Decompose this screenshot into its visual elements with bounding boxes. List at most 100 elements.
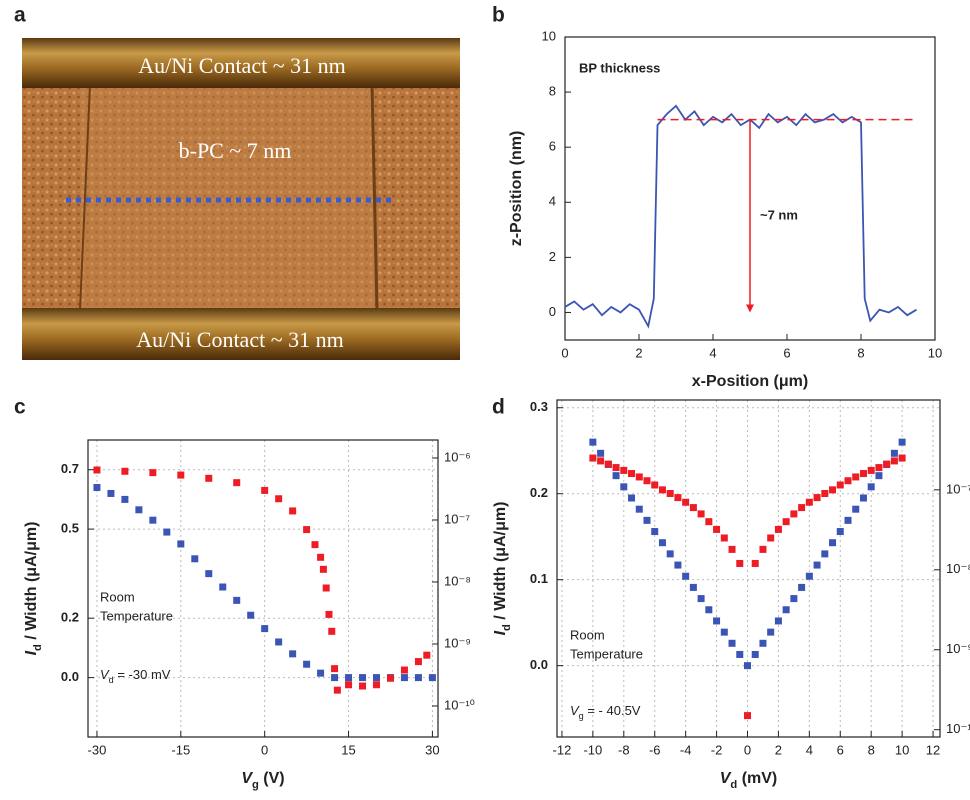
- data-point: [759, 545, 767, 553]
- subscript: g: [579, 711, 584, 721]
- x-tick-label: 0: [744, 742, 751, 757]
- annotation: Vd = -30 mV: [100, 667, 171, 685]
- data-point: [423, 651, 431, 659]
- data-point: [658, 539, 666, 547]
- data-point: [728, 545, 736, 553]
- data-point: [829, 486, 837, 494]
- data-point: [261, 625, 269, 633]
- data-point: [414, 674, 422, 682]
- data-point: [867, 483, 875, 491]
- y-tick-label: 0.7: [61, 461, 79, 476]
- panel-label: a: [14, 4, 26, 27]
- data-point: [658, 486, 666, 494]
- data-point: [149, 516, 157, 524]
- data-point: [275, 638, 283, 646]
- data-point: [713, 525, 721, 533]
- data-point: [177, 471, 185, 479]
- data-point: [774, 617, 782, 625]
- data-point: [875, 464, 883, 472]
- data-point: [743, 662, 751, 670]
- data-point: [798, 504, 806, 512]
- data-point: [666, 550, 674, 558]
- data-point: [713, 617, 721, 625]
- afm-image: Au/Ni Contact ~ 31 nm b-PC ~ 7 nm Au/Ni …: [22, 38, 460, 360]
- x-tick-label: -10: [583, 742, 602, 757]
- data-point: [767, 534, 775, 542]
- data-point: [805, 572, 813, 580]
- profile-line: [564, 104, 917, 329]
- data-point: [359, 674, 367, 682]
- annotation: Temperature: [570, 646, 643, 661]
- data-point: [674, 561, 682, 569]
- subscript: g: [252, 779, 259, 791]
- image-label: Au/Ni Contact ~ 31 nm: [138, 53, 345, 78]
- y2-tick-label: 10⁻⁸: [444, 573, 471, 588]
- data-point: [205, 570, 213, 578]
- flake-edge: [370, 84, 379, 311]
- data-point: [93, 484, 101, 492]
- y2-tick-label: 10⁻⁹: [444, 635, 471, 650]
- x-tick-label: -12: [553, 742, 572, 757]
- y2-tick-label: 10⁻⁷: [444, 511, 470, 526]
- data-point: [682, 498, 690, 506]
- x-tick-label: 8: [857, 345, 864, 360]
- data-point: [767, 628, 775, 636]
- y-axis-title: z-Position (nm): [508, 131, 525, 247]
- data-point: [643, 477, 651, 485]
- data-point: [697, 595, 705, 603]
- data-point: [163, 528, 171, 536]
- panel-label: c: [14, 396, 26, 419]
- x-tick-label: 6: [837, 742, 844, 757]
- data-point: [333, 686, 341, 694]
- data-point: [720, 628, 728, 636]
- x-tick-label: -6: [649, 742, 661, 757]
- symbol: I: [492, 630, 509, 635]
- image-label: b-PC ~ 7 nm: [179, 138, 292, 163]
- data-point: [628, 470, 636, 478]
- data-point: [751, 559, 759, 567]
- data-point: [331, 674, 339, 682]
- symbol: I: [23, 650, 40, 655]
- annotation: Room: [100, 589, 135, 604]
- annotation: BP thickness: [579, 60, 660, 75]
- annotation: Temperature: [100, 608, 173, 623]
- data-point: [867, 466, 875, 474]
- x-axis-title: Vd (mV): [720, 770, 778, 791]
- data-point: [328, 627, 336, 635]
- data-point: [790, 510, 798, 518]
- y-tick-label: 0.3: [530, 399, 548, 414]
- data-point: [890, 449, 898, 457]
- flake-edge: [79, 84, 91, 311]
- data-point: [319, 565, 327, 573]
- data-point: [875, 472, 883, 480]
- data-point: [303, 660, 311, 668]
- symbol: V: [100, 667, 110, 682]
- data-point: [289, 650, 297, 658]
- data-point: [612, 464, 620, 472]
- annotation: ~7 nm: [760, 207, 798, 222]
- data-point: [697, 510, 705, 518]
- data-point: [813, 561, 821, 569]
- data-point: [635, 473, 643, 481]
- data-point: [852, 473, 860, 481]
- data-point: [400, 674, 408, 682]
- data-point: [275, 495, 283, 503]
- y-tick-label: 0.1: [530, 571, 548, 586]
- data-point: [372, 674, 380, 682]
- label-text: (V): [259, 770, 285, 787]
- bottom-contact: [22, 308, 460, 360]
- x-tick-label: -8: [618, 742, 630, 757]
- data-point: [643, 516, 651, 524]
- data-point: [689, 504, 697, 512]
- data-point: [890, 457, 898, 465]
- data-point: [782, 606, 790, 614]
- data-point: [345, 674, 353, 682]
- data-point: [149, 469, 157, 477]
- data-point: [589, 454, 597, 462]
- data-point: [620, 483, 628, 491]
- data-point: [317, 669, 325, 677]
- data-point: [844, 477, 852, 485]
- data-point: [177, 540, 185, 548]
- data-point: [821, 550, 829, 558]
